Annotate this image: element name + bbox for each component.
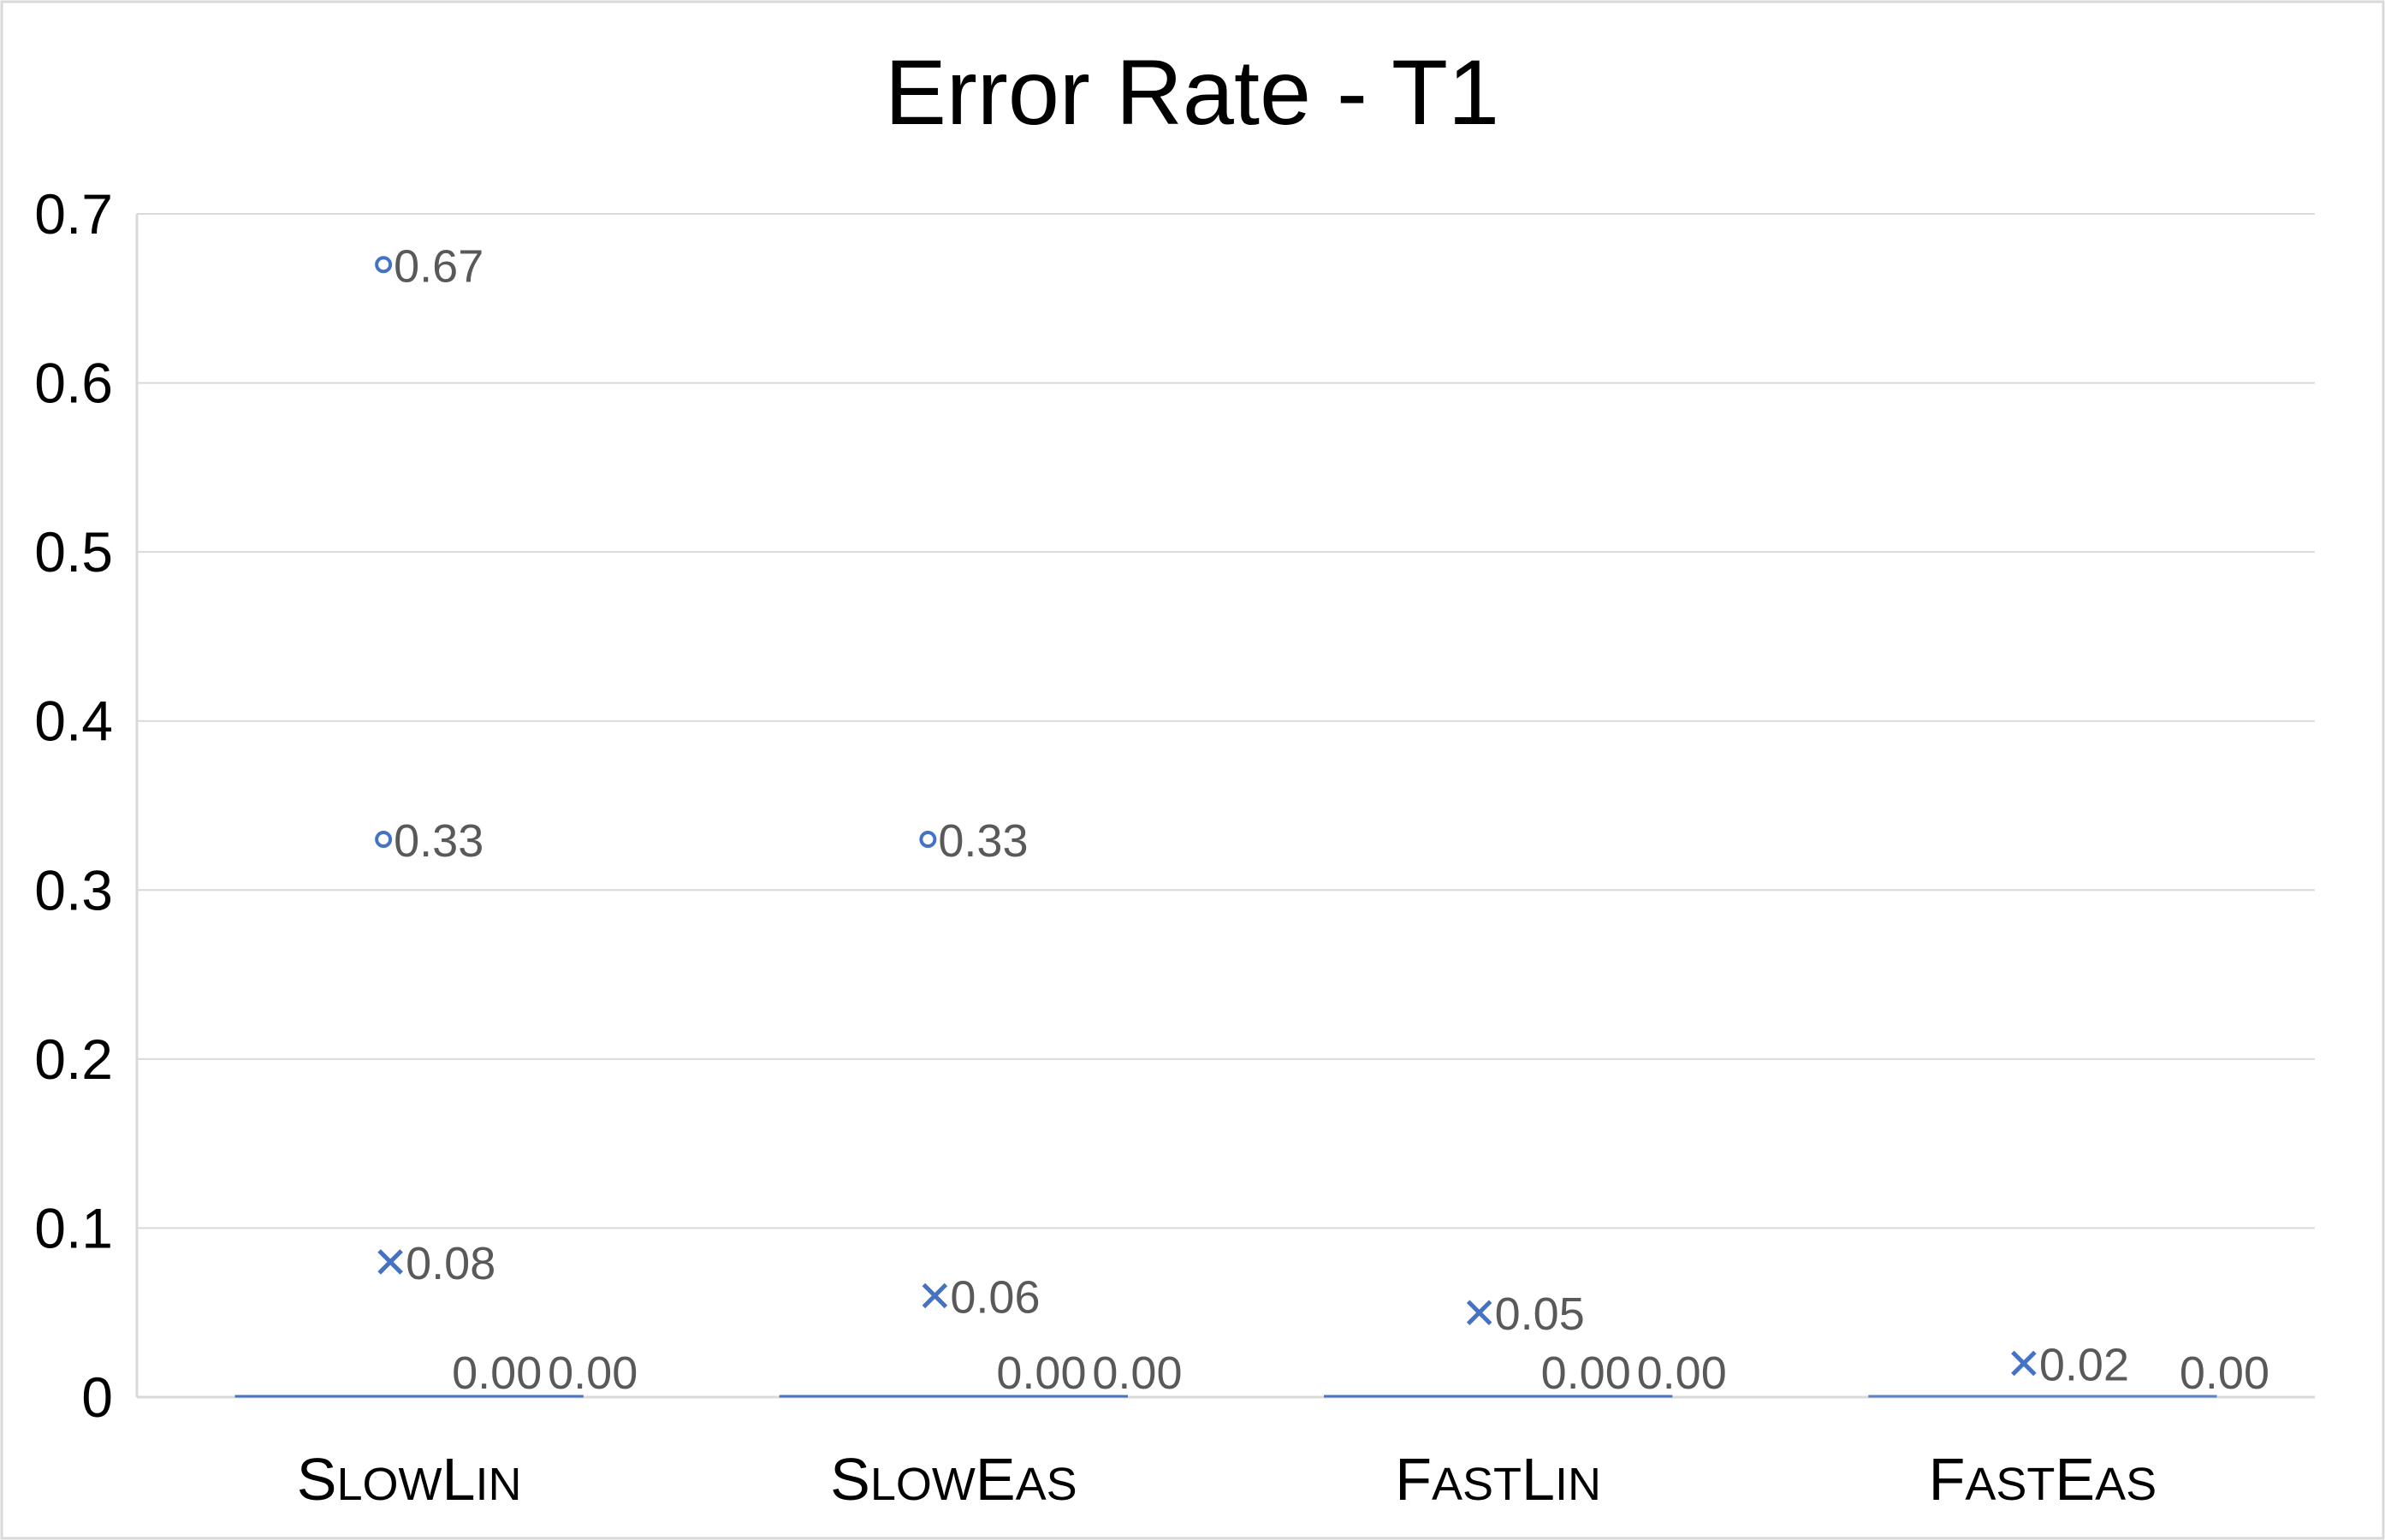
data-label: 0.08 <box>406 1238 495 1289</box>
category-label-part: L <box>442 1446 476 1513</box>
category-label: SLOWEAS <box>830 1446 1077 1513</box>
data-point-circle <box>375 256 393 274</box>
category-label: FASTEAS <box>1929 1446 2157 1513</box>
category-label-part: F <box>1395 1446 1432 1513</box>
data-label: 0.00 <box>2180 1348 2269 1399</box>
y-tick-label: 0.6 <box>34 352 113 415</box>
y-tick-label: 0 <box>81 1365 113 1429</box>
data-point-x-stroke <box>377 1249 403 1275</box>
category-label-part: IN <box>475 1459 521 1510</box>
data-point-circle <box>375 831 393 849</box>
y-tick-label: 0.4 <box>34 690 113 753</box>
y-tick-label: 0.1 <box>34 1196 113 1259</box>
data-label: 0.05 <box>1495 1288 1585 1340</box>
data-labels: 0.670.33 0.330.080.06 0.050.020.00 0.00 0.00… <box>394 240 2269 1399</box>
category-label-part: L <box>1522 1446 1555 1513</box>
y-tick-label: 0.7 <box>34 182 113 246</box>
y-tick-label: 0.3 <box>34 858 113 921</box>
data-label: 0.67 <box>394 240 484 292</box>
data-label: 0.00 <box>452 1348 542 1399</box>
category-label-part: S <box>830 1446 870 1513</box>
data-label: 0.00 <box>1637 1348 1727 1399</box>
y-tick-label: 0.5 <box>34 520 113 583</box>
category-label-part: E <box>2055 1446 2095 1513</box>
data-label: 0.33 <box>938 815 1028 867</box>
category-label: FASTLIN <box>1395 1446 1601 1513</box>
category-label: SLOWLIN <box>297 1446 522 1513</box>
data-label: 0.00 <box>1541 1348 1631 1399</box>
data-label: 0.00 <box>548 1348 638 1399</box>
data-label: 0.33 <box>394 815 484 867</box>
category-label-part: AS <box>1016 1459 1077 1510</box>
category-label-part: IN <box>1555 1459 1601 1510</box>
y-axis-ticks: 0 0.1 0.2 0.3 0.4 0.5 0.6 0.7 <box>34 182 113 1429</box>
category-label-part: E <box>976 1446 1016 1513</box>
category-label-part: AS <box>2095 1459 2157 1510</box>
category-label-part: AST <box>1965 1459 2055 1510</box>
chart-title: Error Rate - T1 <box>885 40 1499 144</box>
data-point-x-stroke <box>2011 1350 2037 1377</box>
category-label-part: AST <box>1432 1459 1522 1510</box>
data-point-x-stroke <box>922 1282 948 1309</box>
category-label-part: LOW <box>870 1459 976 1510</box>
category-label-part: S <box>297 1446 337 1513</box>
category-label-part: LOW <box>337 1459 442 1510</box>
x-axis-categories: SLOWLIN SLOWEAS FASTLIN FASTEAS <box>297 1446 2157 1513</box>
data-point-x <box>1466 1300 1492 1325</box>
data-point-x-stroke <box>1466 1300 1492 1325</box>
data-label: 0.02 <box>2039 1339 2129 1390</box>
data-label: 0.06 <box>950 1271 1040 1323</box>
data-point-x <box>922 1282 948 1309</box>
data-label: 0.00 <box>996 1348 1086 1399</box>
data-points <box>234 256 2217 1398</box>
category-label-part: F <box>1929 1446 1966 1513</box>
data-point-circle <box>919 831 937 849</box>
y-tick-label: 0.2 <box>34 1028 113 1091</box>
data-point-x <box>2011 1350 2037 1377</box>
data-label: 0.00 <box>1092 1348 1182 1399</box>
data-point-x <box>377 1249 403 1275</box>
